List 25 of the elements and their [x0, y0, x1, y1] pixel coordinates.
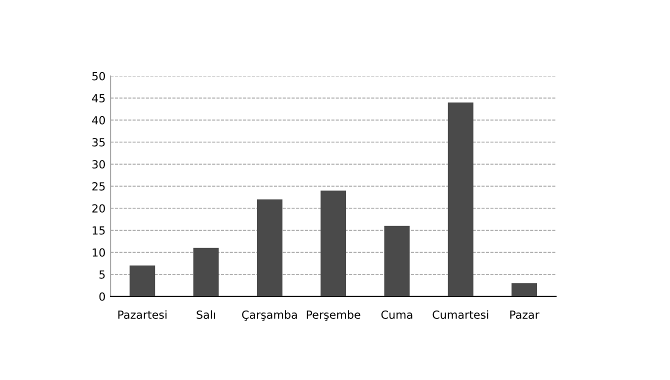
y-tick-label: 20: [92, 204, 105, 213]
x-tick-label: Pazartesi: [118, 310, 166, 319]
bar: [512, 283, 538, 296]
y-tick-label: 5: [99, 270, 105, 279]
y-tick-label: 0: [99, 292, 105, 301]
bar: [320, 190, 346, 296]
y-tick-label: 50: [92, 72, 105, 80]
y-tick-label: 40: [92, 116, 105, 124]
x-tick-label: Pazar: [510, 310, 540, 319]
y-tick-label: 15: [92, 226, 105, 235]
y-tick-label: 30: [92, 160, 105, 169]
bar: [256, 199, 282, 296]
x-tick-label: Çarşamba: [242, 310, 297, 321]
bar: [130, 266, 156, 296]
bar: [448, 102, 474, 296]
x-tick-label: Cumartesi: [432, 310, 488, 319]
bar: [384, 226, 410, 296]
bar: [193, 248, 219, 296]
y-tick-label: 35: [92, 138, 105, 146]
x-tick-label: Perşembe: [306, 310, 360, 321]
x-tick-label: Cuma: [381, 310, 412, 319]
x-tick-label: Salı: [196, 310, 215, 319]
y-tick-label: 45: [92, 94, 105, 102]
y-tick-label: 10: [92, 248, 105, 257]
y-tick-label: 25: [92, 182, 105, 191]
